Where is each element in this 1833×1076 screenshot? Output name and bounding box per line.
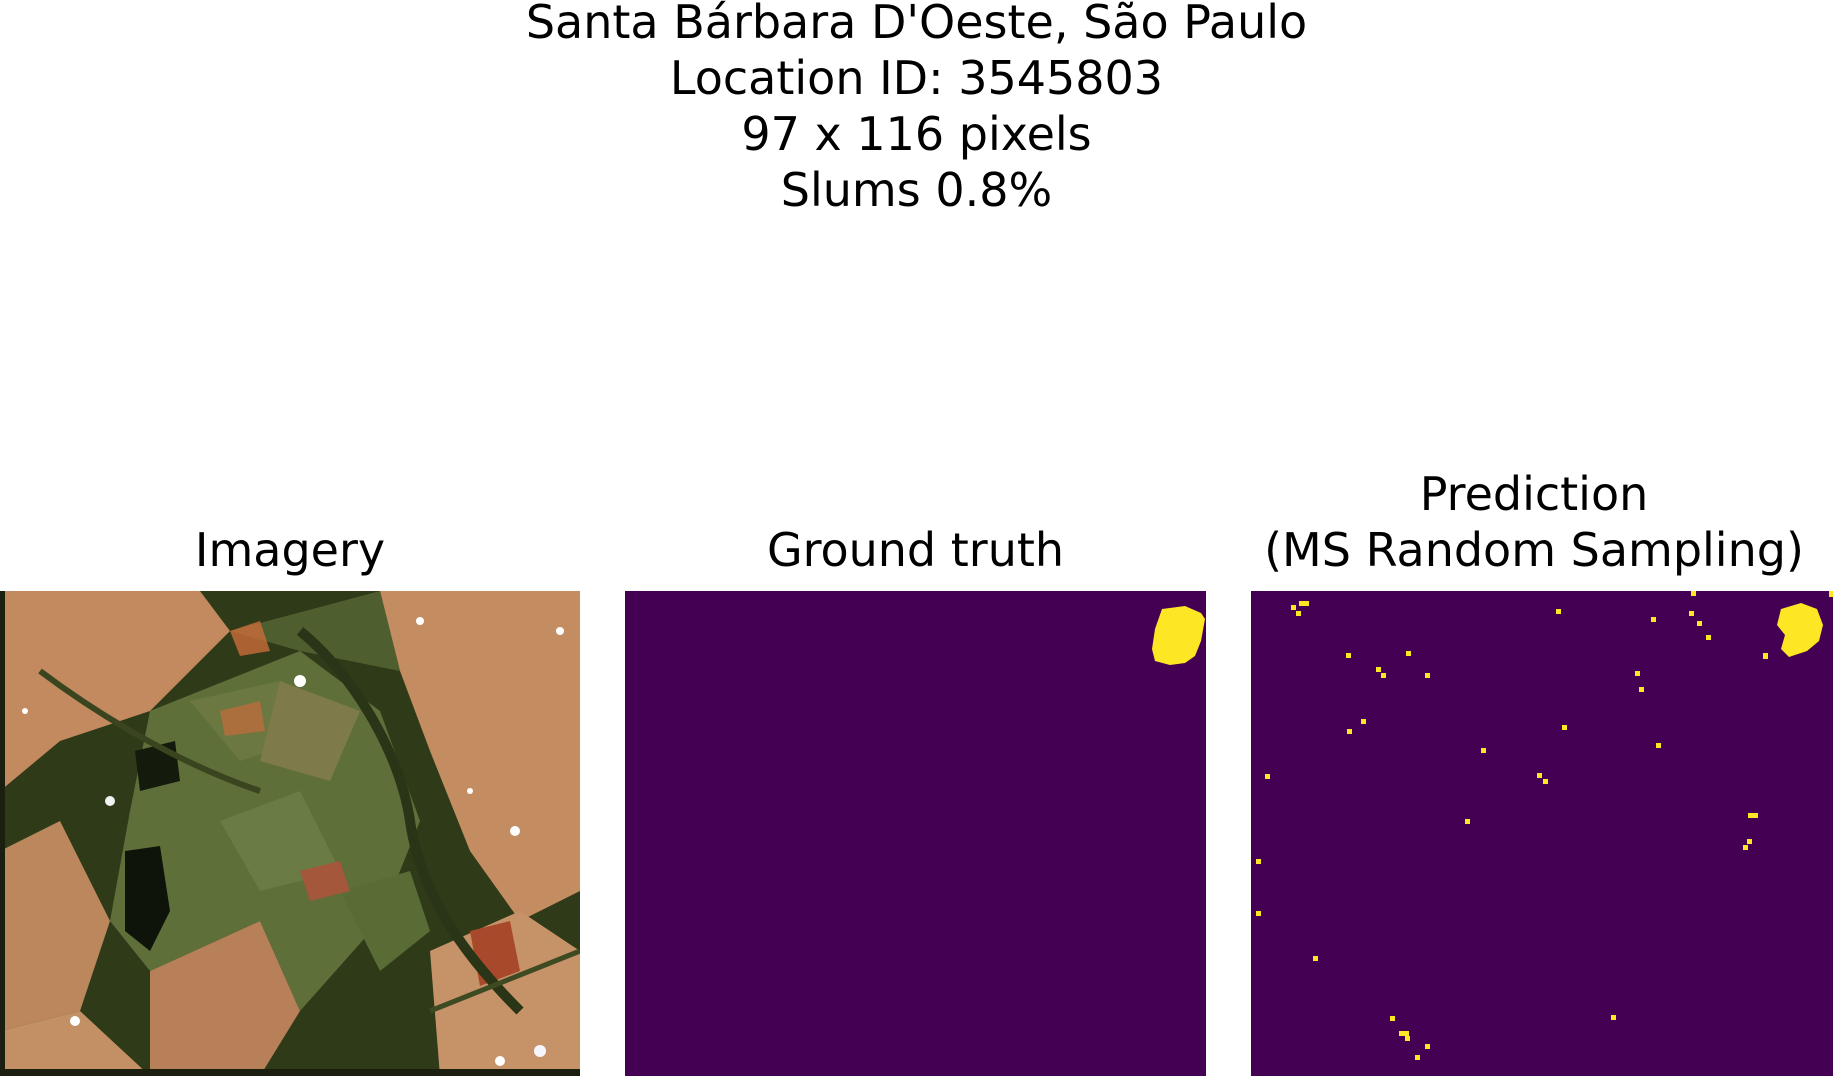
figure-title-line-slums: Slums 0.8% [780,163,1053,217]
panel-title-prediction: Prediction (MS Random Sampling) [1264,467,1804,577]
figure-title: Santa Bárbara D'Oeste, São Paulo Locatio… [0,0,1833,218]
prediction-positive-pixels [1256,591,1833,1060]
imagery-panel [0,591,580,1076]
figure-title-line-location: Santa Bárbara D'Oeste, São Paulo [525,0,1308,49]
panel-title-ground-truth: Ground truth [766,523,1065,577]
figure-title-line-id: Location ID: 3545803 [669,51,1164,105]
ground-truth-mask [625,591,1206,1076]
satellite-image [0,591,580,1076]
figure-title-line-size: 97 x 116 pixels [741,107,1092,161]
ground-truth-panel [625,591,1206,1076]
panel-title-imagery: Imagery [194,523,386,577]
prediction-panel [1251,591,1833,1076]
prediction-mask [1251,591,1833,1076]
